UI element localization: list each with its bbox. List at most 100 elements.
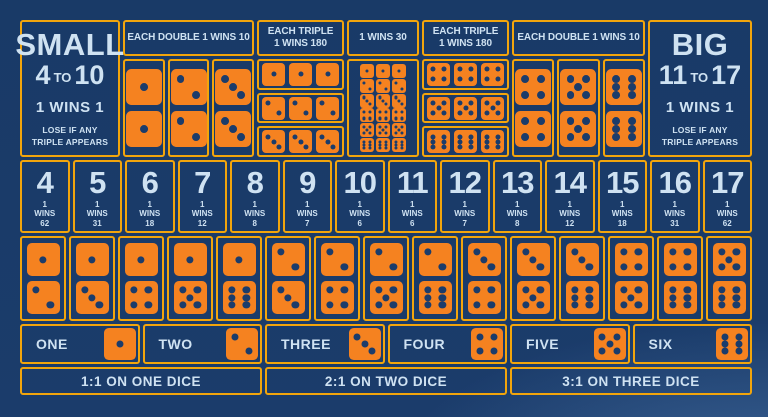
- bet-combo-1-5[interactable]: [167, 236, 213, 321]
- die-pip: [229, 83, 238, 91]
- die-pip: [292, 100, 298, 106]
- bet-total-13[interactable]: 13 1 WINS 8: [492, 160, 542, 233]
- bet-combo-2-3[interactable]: [265, 236, 311, 321]
- die-pip: [362, 95, 366, 99]
- bet-combo-3-4[interactable]: [461, 236, 507, 321]
- bet-total-15[interactable]: 15 1 WINS 18: [597, 160, 647, 233]
- bet-combo-1-4[interactable]: [118, 236, 164, 321]
- bet-combo-2-4[interactable]: [314, 236, 360, 321]
- bet-combo-1-2[interactable]: [20, 236, 66, 321]
- die-pip: [476, 333, 484, 341]
- die-pip: [270, 139, 277, 145]
- bet-single-six[interactable]: SIX: [632, 324, 752, 364]
- bet-combo-4-5[interactable]: [608, 236, 654, 321]
- die-1-icon: [262, 62, 285, 86]
- die-pip: [468, 134, 474, 140]
- die-pip: [627, 132, 636, 141]
- each-triple-left-header-line2: 1 WINS 180: [274, 38, 327, 49]
- single-group-2: THREE FOUR: [265, 324, 507, 364]
- die-3-icon: [348, 328, 381, 360]
- bet-triple-2[interactable]: [257, 92, 344, 124]
- bet-double-1[interactable]: [123, 59, 165, 157]
- bet-combo-3-5[interactable]: [510, 236, 556, 321]
- bet-single-three[interactable]: THREE: [265, 324, 385, 364]
- bet-total-17[interactable]: 17 1 WINS 62: [702, 160, 752, 233]
- section-each-triple-left: EACH TRIPLE 1 WINS 180: [257, 20, 344, 158]
- bet-combo-3-6[interactable]: [559, 236, 605, 321]
- bet-total-7[interactable]: 7 1 WINS 12: [177, 160, 227, 233]
- bet-combo-2-6[interactable]: [412, 236, 458, 321]
- total-odds-stake: 1: [515, 200, 520, 210]
- bet-single-five[interactable]: FIVE: [510, 324, 630, 364]
- bet-total-4[interactable]: 4 1 WINS 62: [20, 160, 70, 233]
- bet-combo-4-6[interactable]: [657, 236, 703, 321]
- bet-double-3[interactable]: [212, 59, 255, 157]
- die-pip: [394, 143, 398, 147]
- die-5-icon: [712, 243, 746, 276]
- die-6-icon: [716, 328, 748, 360]
- bet-triple-4[interactable]: [422, 59, 509, 90]
- bet-any-triple[interactable]: [347, 59, 419, 157]
- small-range: 4 TO 10: [36, 62, 105, 89]
- die-pip: [292, 134, 298, 140]
- die-pip: [529, 255, 537, 264]
- big-note-line2: TRIPLE APPEARS: [661, 136, 739, 147]
- die-pip: [375, 286, 383, 294]
- die-pip: [574, 125, 583, 133]
- die-pip: [571, 301, 579, 309]
- single-label: ONE: [36, 336, 68, 352]
- bet-triple-1[interactable]: [257, 59, 344, 90]
- die-pip: [536, 263, 544, 271]
- die-pip: [571, 286, 579, 294]
- die-2-icon: [289, 96, 312, 120]
- bet-combo-2-5[interactable]: [363, 236, 409, 321]
- total-number: 15: [606, 165, 639, 201]
- die-pip: [424, 248, 432, 256]
- bet-double-5[interactable]: [557, 59, 600, 157]
- die-pip: [457, 110, 463, 116]
- bet-triple-3[interactable]: [257, 126, 344, 158]
- bet-total-10[interactable]: 10 1 WINS 6: [335, 160, 385, 233]
- bet-single-one[interactable]: ONE: [20, 324, 140, 364]
- die-pip: [228, 301, 236, 309]
- die-pip: [394, 116, 398, 120]
- total-odds-wins: WINS: [191, 209, 213, 219]
- bet-total-16[interactable]: 16 1 WINS 31: [650, 160, 700, 233]
- bet-total-12[interactable]: 12 1 WINS 7: [440, 160, 490, 233]
- small-note-line1: LOSE IF ANY: [42, 125, 98, 136]
- bet-combo-1-6[interactable]: [216, 236, 262, 321]
- die-4-icon: [515, 111, 552, 147]
- die-pip: [375, 301, 383, 309]
- bet-double-6[interactable]: [602, 59, 645, 157]
- bet-total-11[interactable]: 11 1 WINS 6: [387, 160, 437, 233]
- total-number: 6: [141, 165, 159, 201]
- bet-single-two[interactable]: TWO: [142, 324, 262, 364]
- bet-total-9[interactable]: 9 1 WINS 7: [282, 160, 332, 233]
- bet-combo-1-3[interactable]: [69, 236, 115, 321]
- die-2-icon: [316, 96, 339, 120]
- bet-single-four[interactable]: FOUR: [387, 324, 507, 364]
- die-3-icon: [262, 130, 285, 154]
- bet-small[interactable]: SMALL 4 TO 10 1 WINS 1 LOSE IF ANY TRIPL…: [15, 20, 124, 157]
- bet-big[interactable]: BIG 11 TO 17 1 WINS 1 LOSE IF ANY TRIPLE…: [648, 20, 752, 157]
- die-1-icon: [222, 243, 256, 276]
- bet-total-8[interactable]: 8 1 WINS 8: [230, 160, 280, 233]
- die-3-icon: [271, 281, 305, 314]
- die-3-icon: [215, 111, 252, 147]
- total-odds-payout: 8: [252, 218, 257, 228]
- bet-double-2[interactable]: [167, 59, 210, 157]
- bet-triple-6[interactable]: [422, 126, 509, 158]
- bet-double-4[interactable]: [512, 59, 555, 157]
- bet-triple-5[interactable]: [422, 92, 509, 124]
- bet-combo-5-6[interactable]: [706, 236, 752, 321]
- bet-total-14[interactable]: 14 1 WINS 12: [545, 160, 595, 233]
- each-double-right-dice: [512, 59, 645, 157]
- die-pip: [634, 301, 642, 309]
- die-1-icon: [75, 243, 109, 276]
- total-number: 12: [448, 165, 482, 201]
- die-pip: [324, 71, 331, 77]
- bet-total-5[interactable]: 5 1 WINS 31: [72, 160, 122, 233]
- any-triple-header: 1 WINS 30: [347, 20, 419, 56]
- bet-total-6[interactable]: 6 1 WINS 18: [125, 160, 175, 233]
- die-pip: [137, 255, 145, 264]
